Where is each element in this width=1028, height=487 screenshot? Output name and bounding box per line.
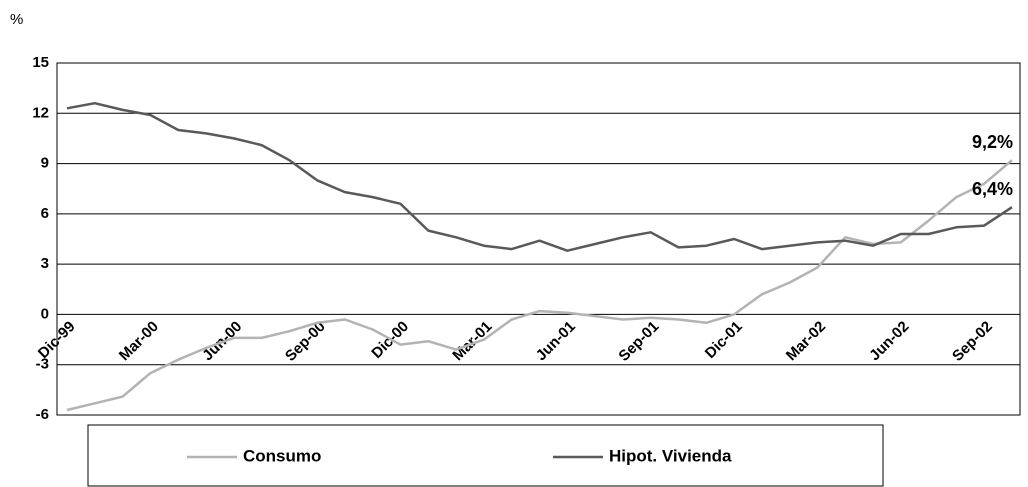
legend-box (87, 424, 884, 487)
y-tick-label: -3 (36, 356, 49, 373)
plot-border (56, 62, 1021, 416)
y-tick-label: 9 (41, 155, 49, 172)
series-line (66, 101, 1013, 252)
y-tick-label: -6 (36, 406, 49, 423)
y-tick-label: 0 (41, 305, 49, 322)
x-tick-label: Mar-01 (449, 318, 495, 364)
x-tick-label: Jun-02 (866, 318, 912, 364)
x-tick-label: Mar-02 (783, 318, 829, 364)
x-tick-label: Jun-01 (533, 318, 579, 364)
legend-label: Hipot. Vivienda (609, 446, 732, 465)
x-tick-label: Sep-01 (615, 318, 662, 365)
annotation: 6,4% (972, 179, 1013, 199)
y-axis-label: % (10, 11, 23, 28)
y-tick-label: 12 (32, 104, 49, 121)
y-tick-label: 3 (41, 255, 49, 272)
x-tick-label: Dic-01 (702, 318, 746, 362)
x-tick-label: Sep-02 (949, 318, 996, 365)
series-line (66, 159, 1013, 412)
y-tick-label: 6 (41, 205, 49, 222)
legend-label: Consumo (243, 446, 321, 465)
x-tick-label: Mar-00 (116, 318, 162, 364)
annotation: 9,2% (972, 132, 1013, 152)
y-tick-label: 15 (32, 54, 49, 71)
